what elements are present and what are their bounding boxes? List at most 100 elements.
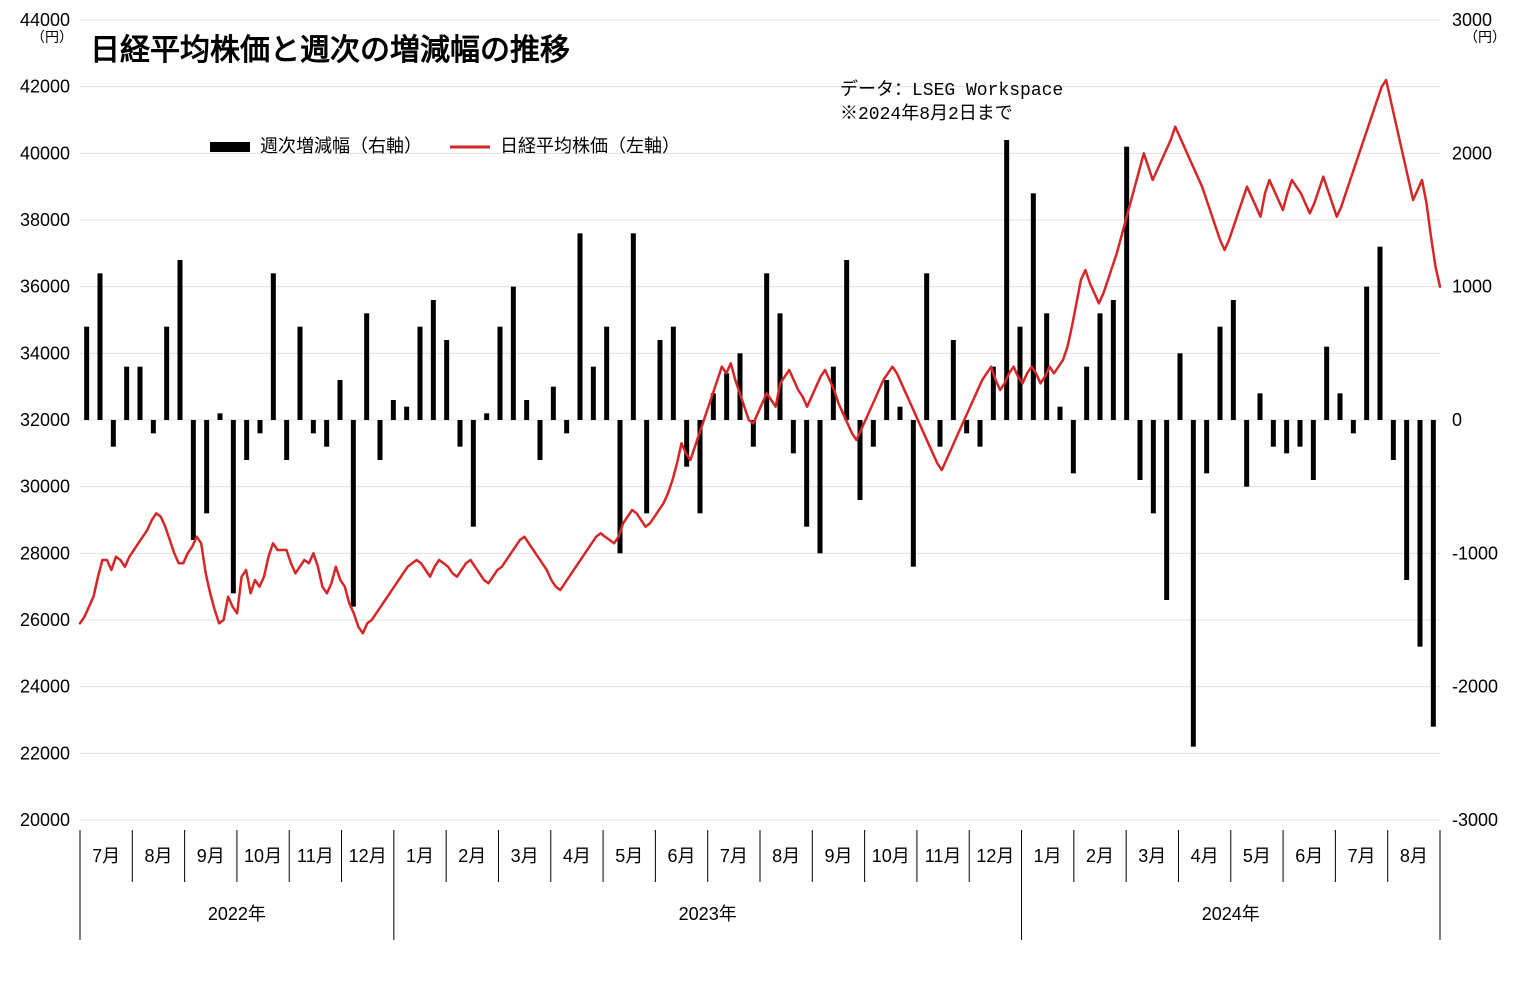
weekly-bar [1111,300,1116,420]
weekly-bar [458,420,463,447]
left-tick: 30000 [20,477,70,497]
month-label: 11月 [297,846,334,866]
weekly-bar [951,340,956,420]
weekly-bar [1018,327,1023,420]
weekly-bar [924,273,929,420]
month-label: 11月 [925,846,962,866]
weekly-bar [1404,420,1409,580]
left-tick: 38000 [20,210,70,230]
weekly-bar [844,260,849,420]
year-label: 2022年 [208,904,266,924]
weekly-bar [1271,420,1276,447]
weekly-bar [1338,393,1343,420]
month-label: 7月 [1348,846,1376,866]
month-label: 4月 [563,846,591,866]
weekly-bar [138,367,143,420]
right-unit: （円） [1464,29,1506,45]
weekly-bar [791,420,796,453]
weekly-bar [511,287,516,420]
right-tick: 2000 [1452,143,1492,163]
weekly-bar [671,327,676,420]
weekly-bar [1391,420,1396,460]
weekly-bar [604,327,609,420]
month-label: 6月 [668,846,696,866]
weekly-bar [538,420,543,460]
weekly-bar [1258,393,1263,420]
weekly-bar [404,407,409,420]
weekly-bar [551,387,556,420]
month-label: 8月 [1400,846,1428,866]
weekly-bar [978,420,983,447]
month-label: 1月 [406,846,434,866]
month-label: 3月 [511,846,539,866]
weekly-bar [898,407,903,420]
weekly-bar [1431,420,1436,727]
year-label: 2024年 [1202,904,1260,924]
weekly-bar [164,327,169,420]
weekly-bar [431,300,436,420]
legend-bar-label: 週次増減幅（右軸） [260,136,422,156]
weekly-bar [631,233,636,420]
weekly-bar [284,420,289,460]
left-tick: 40000 [20,143,70,163]
date-range-note: ※2024年8月2日まで [840,103,1013,125]
chart-svg: 2000022000240002600028000300003200034000… [0,0,1536,992]
weekly-bar [258,420,263,433]
month-label: 6月 [1295,846,1323,866]
weekly-bar [1164,420,1169,600]
legend-bar-swatch [210,142,250,152]
weekly-bar [231,420,236,593]
weekly-bar [684,420,689,467]
month-label: 7月 [92,846,120,866]
weekly-bar [351,420,356,607]
weekly-bar [1058,407,1063,420]
right-tick: 0 [1452,410,1462,430]
right-tick: -3000 [1452,810,1498,830]
weekly-bar [178,260,183,420]
weekly-bar [444,340,449,420]
month-label: 2月 [458,846,486,866]
weekly-bar [818,420,823,553]
year-label: 2023年 [679,904,737,924]
weekly-bar [1151,420,1156,513]
weekly-bar [1298,420,1303,447]
weekly-bar [1311,420,1316,480]
weekly-bar [271,273,276,420]
weekly-bar [1138,420,1143,480]
left-tick: 28000 [20,543,70,563]
month-label: 3月 [1138,846,1166,866]
month-label: 9月 [197,846,225,866]
weekly-bar [84,327,89,420]
weekly-bar [778,313,783,420]
right-tick: 3000 [1452,10,1492,30]
weekly-bar [964,420,969,433]
weekly-bar [471,420,476,527]
weekly-bar [124,367,129,420]
weekly-bar [338,380,343,420]
weekly-bar [218,413,223,420]
weekly-bar [364,313,369,420]
weekly-bar [658,340,663,420]
weekly-bar [1218,327,1223,420]
weekly-bar [151,420,156,433]
legend-line-label: 日経平均株価（左軸） [500,136,680,156]
weekly-bar [1378,247,1383,420]
weekly-bar [324,420,329,447]
weekly-bar [378,420,383,460]
right-tick: -1000 [1452,543,1498,563]
weekly-bar [1364,287,1369,420]
left-tick: 44000 [20,10,70,30]
weekly-bar [1418,420,1423,647]
weekly-bar [191,420,196,540]
month-label: 9月 [824,846,852,866]
weekly-bar [938,420,943,447]
left-tick: 34000 [20,343,70,363]
data-source-note: データ：LSEG Workspace [840,79,1063,101]
month-label: 2月 [1086,846,1114,866]
weekly-bar [391,400,396,420]
weekly-bar [524,400,529,420]
weekly-bar [1071,420,1076,473]
month-label: 10月 [244,846,282,866]
month-label: 5月 [615,846,643,866]
left-tick: 36000 [20,277,70,297]
